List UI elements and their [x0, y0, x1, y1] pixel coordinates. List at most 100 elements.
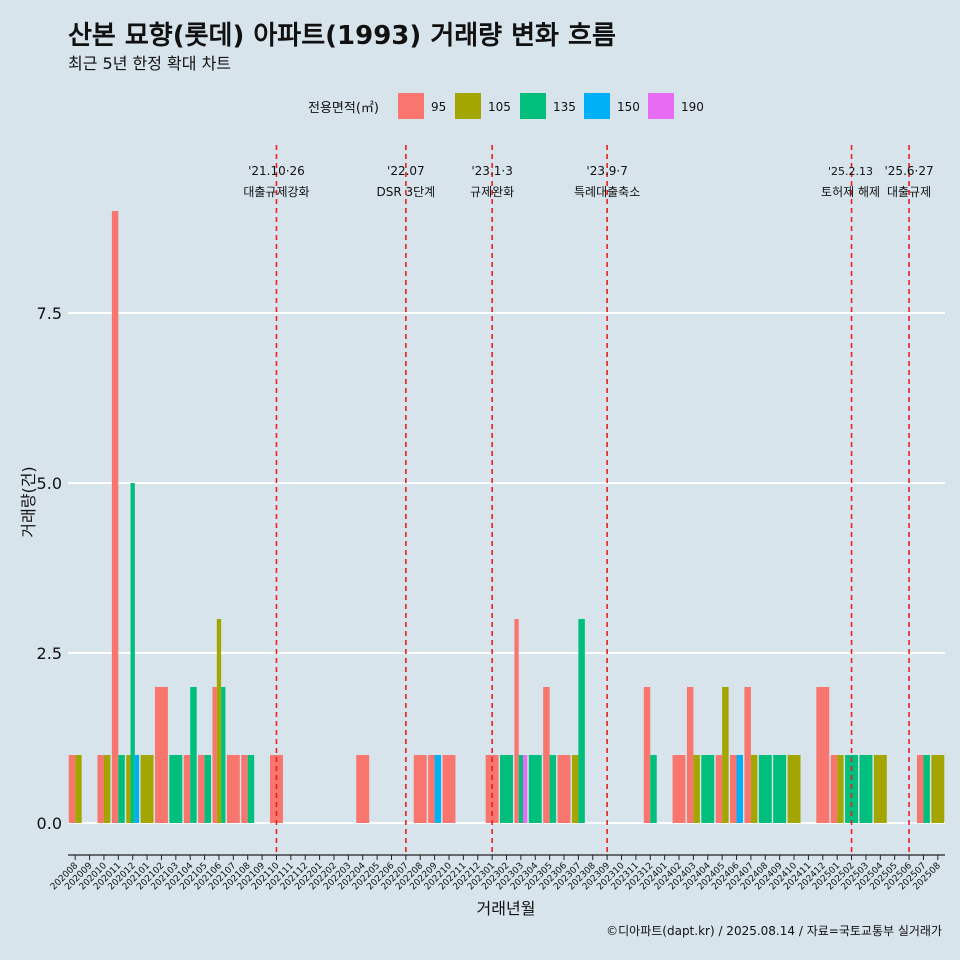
bar-202102-95 [154, 687, 168, 823]
bar-202407-95 [744, 687, 751, 823]
event-text-4: 토허제 해제 [821, 185, 880, 199]
bar-202303-190 [523, 755, 528, 823]
bar-202403-105 [693, 755, 700, 823]
legend-label-150: 150 [617, 100, 640, 114]
bar-202010-105 [103, 755, 111, 823]
bar-202105-95 [198, 755, 205, 823]
event-text-1: DSR 3단계 [376, 185, 435, 199]
event-date-5: '25.6·27 [885, 164, 934, 178]
grid [68, 312, 945, 824]
event-text-0: 대출규제강화 [243, 185, 309, 199]
bar-202402-95 [672, 755, 686, 823]
event-date-3: '23.9·7 [586, 164, 627, 178]
bar-202501-105 [837, 755, 844, 823]
bar-202301-95 [485, 755, 499, 823]
bar-202404-135 [701, 755, 715, 823]
bar-202504-105 [873, 755, 887, 823]
bar-202502-135 [845, 755, 859, 823]
bar-202101-105 [140, 755, 154, 823]
bar-202507-135 [923, 755, 930, 823]
y-tick-label: 0.0 [37, 814, 62, 833]
bar-202303-95 [514, 619, 519, 823]
event-date-0: '21.10·26 [248, 164, 305, 178]
bar-202405-105 [722, 687, 729, 823]
event-text-3: 특례대출축소 [574, 185, 640, 199]
bar-202204-95 [356, 755, 370, 823]
y-tick-label: 7.5 [37, 304, 62, 323]
event-date-1: '22.07 [387, 164, 425, 178]
legend-swatch-95 [398, 93, 424, 119]
bar-202110-95 [270, 755, 283, 823]
bar-202209-150 [434, 755, 442, 823]
bars [68, 211, 945, 823]
bar-202501-95 [830, 755, 838, 823]
legend-swatch-105 [455, 93, 481, 119]
legend-label-105: 105 [488, 100, 511, 114]
event-date-4: '25.2.13 [828, 165, 873, 178]
legend-swatch-135 [520, 93, 546, 119]
bar-202012-135 [130, 483, 135, 823]
chart-subtitle: 최근 5년 한정 확대 차트 [68, 54, 231, 73]
legend-label-135: 135 [553, 100, 576, 114]
event-date-2: '23.1·3 [471, 164, 512, 178]
bar-202312-135 [650, 755, 657, 823]
bar-202108-95 [241, 755, 248, 823]
bar-202104-95 [183, 755, 191, 823]
legend-title: 전용면적(㎡) [308, 101, 379, 116]
x-axis: 2020082020092020102020112020122021012021… [49, 854, 945, 892]
y-axis: 0.0 2.5 5.0 7.5 [37, 304, 62, 833]
bar-202103-135 [169, 755, 183, 823]
bar-202305-95 [543, 687, 550, 823]
bar-202407-105 [750, 755, 758, 823]
bar-202008-95 [68, 755, 76, 823]
bar-202104-135 [190, 687, 197, 823]
bar-202012-150 [134, 755, 140, 823]
legend-swatch-150 [584, 93, 610, 119]
bar-202307-105 [571, 755, 579, 823]
bar-202106-105 [216, 619, 222, 823]
bar-202408-135 [758, 755, 772, 823]
bar-202008-105 [75, 755, 82, 823]
event-annotations: '21.10·26 대출규제강화 '22.07 DSR 3단계 '23.1·3 규제완화 '… [243, 164, 933, 199]
bar-202503-135 [859, 755, 873, 823]
legend: 전용면적(㎡) 95 105 135 150 190 [308, 93, 704, 119]
bar-202410-105 [787, 755, 801, 823]
bar-202403-95 [686, 687, 694, 823]
bar-202412-95 [816, 687, 830, 823]
bar-202210-95 [442, 755, 456, 823]
bar-202305-135 [549, 755, 557, 823]
bar-202106-95 [212, 687, 217, 823]
caption: ©디아파트(dapt.kr) / 2025.08.14 / 자료=국토교통부 실… [606, 924, 942, 938]
event-text-2: 규제완화 [470, 185, 514, 199]
bar-202303-135 [518, 755, 524, 823]
bar-202507-95 [916, 755, 924, 823]
bar-202406-150 [736, 755, 743, 823]
bar-202306-95 [557, 755, 571, 823]
bar-202208-95 [413, 755, 427, 823]
bar-202307-135 [578, 619, 585, 823]
bar-202406-95 [730, 755, 737, 823]
bar-202108-135 [247, 755, 255, 823]
bar-202011-95 [111, 211, 119, 823]
x-axis-label: 거래년월 [477, 899, 536, 918]
bar-202508-105 [931, 755, 945, 823]
bar-202304-135 [528, 755, 542, 823]
bar-202106-135 [221, 687, 226, 823]
bar-202409-135 [773, 755, 787, 823]
bar-202405-95 [715, 755, 723, 823]
legend-swatch-190 [648, 93, 674, 119]
bar-202312-95 [643, 687, 651, 823]
legend-label-95: 95 [431, 100, 446, 114]
event-lines [275, 145, 910, 855]
event-text-5: 대출규제 [887, 185, 931, 199]
bar-202011-135 [118, 755, 125, 823]
bar-202010-95 [97, 755, 104, 823]
chart-title: 산본 묘향(롯데) 아파트(1993) 거래량 변화 흐름 [68, 21, 616, 51]
bar-202209-95 [428, 755, 435, 823]
bar-202105-135 [204, 755, 212, 823]
bar-202107-95 [226, 755, 240, 823]
y-tick-label: 5.0 [37, 474, 62, 493]
y-tick-label: 2.5 [37, 644, 62, 663]
legend-label-190: 190 [681, 100, 704, 114]
